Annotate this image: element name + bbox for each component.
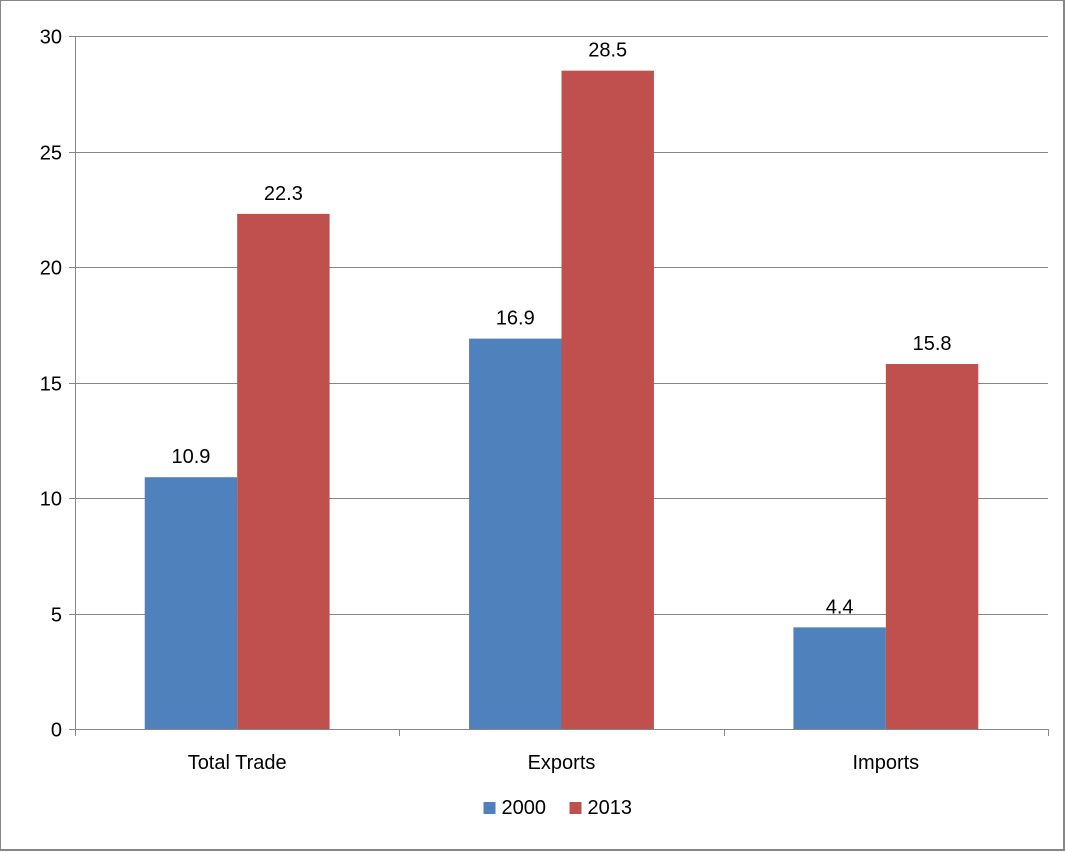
bars [144,70,979,729]
data-label: 28.5 [588,40,627,62]
legend: 2000 2013 [483,797,633,819]
data-label: 22.3 [264,183,303,205]
data-label: 4.4 [826,596,854,618]
legend-label: 2013 [588,797,633,819]
data-label: 10.9 [171,446,210,468]
y-tick-label: 30 [40,27,62,49]
bar-2013-exports [561,70,654,729]
bar-2013-imports [885,364,979,729]
x-tick-label: Exports [528,752,596,774]
axes: 0 5 10 15 20 25 30 Total Trade Exports Imports [40,27,1049,774]
legend-label: 2000 [502,797,547,819]
y-tick-label: 15 [40,374,62,396]
bar-2000-imports [793,627,886,729]
legend-swatch [569,802,582,814]
legend-swatch [483,802,496,814]
y-tick-label: 20 [40,258,62,280]
y-tick-label: 25 [40,143,62,165]
y-tick-label: 5 [51,605,62,627]
bar-2000-total-trade [144,477,238,729]
data-label: 15.8 [913,333,952,355]
y-tick-label: 10 [40,489,62,511]
data-labels: 10.9 22.3 16.9 28.5 4.4 15.8 [171,40,951,619]
y-tick-label: 0 [51,720,62,742]
bar-2013-total-trade [237,213,330,729]
bar-2000-exports [469,338,562,729]
x-tick-label: Total Trade [188,752,287,774]
data-label: 16.9 [496,308,535,330]
x-tick-label: Imports [852,752,919,774]
